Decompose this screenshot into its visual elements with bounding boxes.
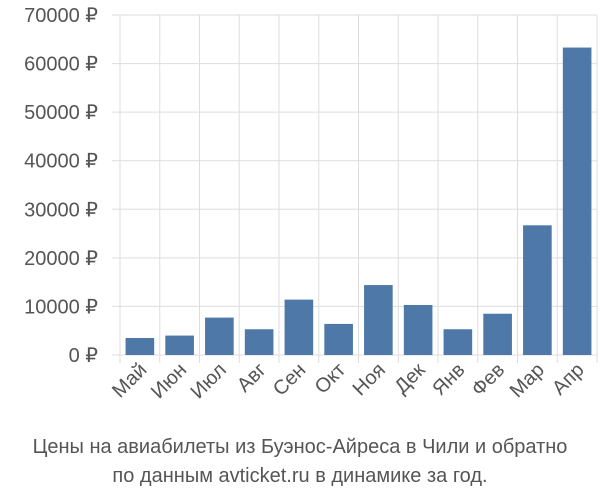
bar <box>125 338 155 355</box>
bar <box>523 225 552 355</box>
y-tick-label: 20000 ₽ <box>24 248 98 270</box>
bar <box>165 335 194 355</box>
x-tick-label: Авг <box>233 359 271 397</box>
x-tick-label: Июн <box>147 359 191 403</box>
y-tick-label: 30000 ₽ <box>24 199 98 221</box>
y-tick-label: 10000 ₽ <box>24 296 98 318</box>
x-tick-label: Фев <box>467 359 509 401</box>
x-tick-label: Сен <box>269 359 310 400</box>
y-tick-label: 60000 ₽ <box>24 54 98 76</box>
bars <box>125 47 592 356</box>
y-tick-label: 50000 ₽ <box>24 102 98 124</box>
bar <box>562 47 592 356</box>
bar <box>284 299 314 355</box>
bar <box>364 285 393 355</box>
grid-lines <box>112 14 598 363</box>
bar <box>443 329 473 355</box>
bar <box>205 317 234 355</box>
x-tick-label: Ноя <box>349 359 390 400</box>
bar <box>324 323 353 355</box>
bar <box>244 329 274 355</box>
x-tick-label: Июл <box>187 359 231 403</box>
x-tick-label: Апр <box>548 359 589 400</box>
chart-caption-line-1: Цены на авиабилеты из Буэнос-Айреса в Чи… <box>32 436 568 458</box>
bar <box>403 304 433 355</box>
y-tick-label: 70000 ₽ <box>24 5 98 27</box>
y-tick-label: 0 ₽ <box>69 345 99 367</box>
bar-chart: 0 ₽ 10000 ₽ 20000 ₽ 30000 ₽ 40000 ₽ 50000 ₽ 60… <box>24 5 598 403</box>
x-tick-label: Янв <box>428 359 469 400</box>
y-tick-label: 40000 ₽ <box>24 151 98 173</box>
bar <box>483 313 512 355</box>
x-tick-label: Окт <box>311 359 350 398</box>
x-tick-label: Дек <box>390 359 429 398</box>
y-axis-tick-labels: 0 ₽ 10000 ₽ 20000 ₽ 30000 ₽ 40000 ₽ 50000 ₽ 60… <box>24 5 98 367</box>
x-tick-label: Мар <box>506 359 549 402</box>
chart-caption-line-2: по данным avticket.ru в динамике за год. <box>112 465 488 487</box>
x-tick-label: Май <box>108 359 151 402</box>
